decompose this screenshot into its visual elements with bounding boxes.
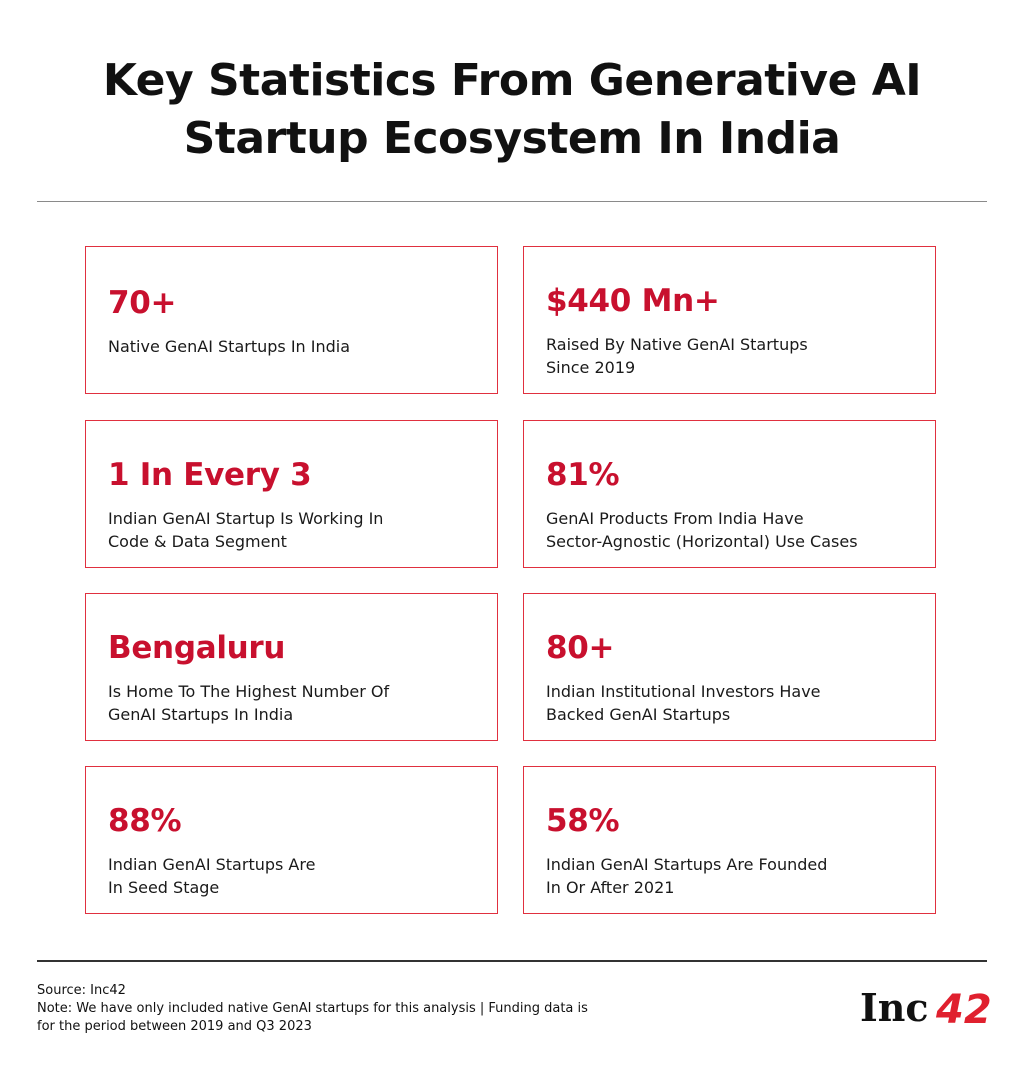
description-line-1: Raised By Native GenAI Startups <box>546 335 808 354</box>
stat-card: 58% Indian GenAI Startups Are Founded In… <box>523 766 936 914</box>
description-line-1: Indian GenAI Startups Are <box>108 855 316 874</box>
description-line-2: In Seed Stage <box>108 878 220 897</box>
stat-value: 81% <box>546 457 620 493</box>
description-line-1: GenAI Products From India Have <box>546 509 804 528</box>
stat-value: Bengaluru <box>108 630 286 666</box>
stat-description: Native GenAI Startups In India <box>108 335 488 358</box>
description-line-1: Is Home To The Highest Number Of <box>108 682 390 701</box>
stat-card: $440 Mn+ Raised By Native GenAI Startups… <box>523 246 936 394</box>
stat-value: $440 Mn+ <box>546 283 720 319</box>
description-line-1: Indian Institutional Investors Have <box>546 682 821 701</box>
title-line-2: Startup Ecosystem In India <box>183 113 841 164</box>
note-line-2: for the period between 2019 and Q3 2023 <box>37 1019 312 1034</box>
stat-card: 70+ Native GenAI Startups In India <box>85 246 498 394</box>
svg-text:Inc: Inc <box>860 985 929 1029</box>
stat-card: 88% Indian GenAI Startups Are In Seed St… <box>85 766 498 914</box>
stat-value: 1 In Every 3 <box>108 457 312 493</box>
title-line-1: Key Statistics From Generative AI <box>102 55 922 106</box>
description-line-1: Native GenAI Startups In India <box>108 337 351 356</box>
description-line-2: In Or After 2021 <box>546 878 675 897</box>
source-text: Source: Inc42 <box>37 983 126 998</box>
stat-card: 80+ Indian Institutional Investors Have … <box>523 593 936 741</box>
stat-value: 58% <box>546 803 620 839</box>
bottom-divider <box>37 960 987 962</box>
top-divider <box>37 201 987 202</box>
stat-card: 1 In Every 3 Indian GenAI Startup Is Wor… <box>85 420 498 568</box>
description-line-1: Indian GenAI Startup Is Working In <box>108 509 384 528</box>
stat-description: Indian GenAI Startups Are In Seed Stage <box>108 853 488 899</box>
footer-notes: Source: Inc42 Note: We have only include… <box>37 982 657 1036</box>
description-line-1: Indian GenAI Startups Are Founded <box>546 855 828 874</box>
stat-card: 81% GenAI Products From India Have Secto… <box>523 420 936 568</box>
stat-value: 88% <box>108 803 182 839</box>
description-line-2: Code & Data Segment <box>108 532 287 551</box>
stat-value: 80+ <box>546 630 615 666</box>
stat-description: Is Home To The Highest Number Of GenAI S… <box>108 680 488 726</box>
description-line-2: Since 2019 <box>546 358 636 377</box>
stat-value: 70+ <box>108 285 177 321</box>
description-line-2: GenAI Startups In India <box>108 705 294 724</box>
stat-description: GenAI Products From India Have Sector-Ag… <box>546 507 926 553</box>
stat-description: Raised By Native GenAI Startups Since 20… <box>546 333 926 379</box>
stat-card: Bengaluru Is Home To The Highest Number … <box>85 593 498 741</box>
inc42-logo: Inc 42 <box>860 985 992 1033</box>
stat-description: Indian GenAI Startups Are Founded In Or … <box>546 853 926 899</box>
page-title: Key Statistics From Generative AI Startu… <box>0 52 1024 168</box>
stat-description: Indian Institutional Investors Have Back… <box>546 680 926 726</box>
stat-description: Indian GenAI Startup Is Working In Code … <box>108 507 488 553</box>
description-line-2: Backed GenAI Startups <box>546 705 731 724</box>
description-line-2: Sector-Agnostic (Horizontal) Use Cases <box>546 532 858 551</box>
note-line-1: Note: We have only included native GenAI… <box>37 1001 588 1016</box>
svg-text:42: 42 <box>935 987 990 1029</box>
